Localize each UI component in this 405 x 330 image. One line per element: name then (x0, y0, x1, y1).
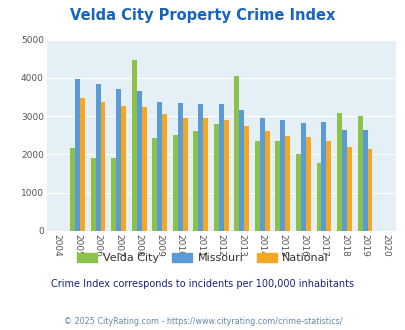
Bar (80, 98, 85, 231)
Bar (75, 80, 80, 231)
Bar (316, 163, 321, 231)
Bar (244, 126, 249, 231)
Bar (121, 106, 126, 231)
Bar (336, 114, 341, 231)
Bar (218, 104, 223, 231)
Bar (198, 104, 202, 231)
Bar (305, 137, 310, 231)
Bar (111, 158, 116, 231)
Text: Crime Index corresponds to incidents per 100,000 inhabitants: Crime Index corresponds to incidents per… (51, 279, 354, 289)
Bar (95, 84, 100, 231)
Bar (131, 60, 136, 231)
Bar (193, 131, 198, 231)
Bar (357, 116, 362, 231)
Legend: Velda City, Missouri, National: Velda City, Missouri, National (72, 248, 333, 268)
Bar (177, 103, 182, 231)
Bar (182, 118, 187, 231)
Bar (202, 118, 208, 231)
Bar (295, 154, 300, 231)
Bar (173, 135, 177, 231)
Bar (346, 147, 351, 231)
Bar (141, 107, 146, 231)
Bar (275, 141, 280, 231)
Bar (223, 120, 228, 231)
Bar (70, 148, 75, 231)
Bar (362, 130, 367, 231)
Bar (152, 138, 157, 231)
Bar (162, 114, 166, 231)
Bar (280, 120, 285, 231)
Bar (239, 111, 244, 231)
Bar (264, 131, 269, 231)
Text: © 2025 CityRating.com - https://www.cityrating.com/crime-statistics/: © 2025 CityRating.com - https://www.city… (64, 317, 341, 326)
Bar (90, 158, 95, 231)
Bar (213, 124, 218, 231)
Bar (285, 136, 290, 231)
Bar (116, 88, 121, 231)
Bar (300, 123, 305, 231)
Text: Velda City Property Crime Index: Velda City Property Crime Index (70, 8, 335, 23)
Bar (341, 130, 346, 231)
Bar (321, 122, 326, 231)
Bar (367, 149, 371, 231)
Bar (234, 76, 239, 231)
Bar (157, 102, 162, 231)
Bar (326, 141, 330, 231)
Bar (259, 118, 264, 231)
Bar (100, 102, 105, 231)
Bar (254, 141, 259, 231)
Bar (136, 91, 141, 231)
